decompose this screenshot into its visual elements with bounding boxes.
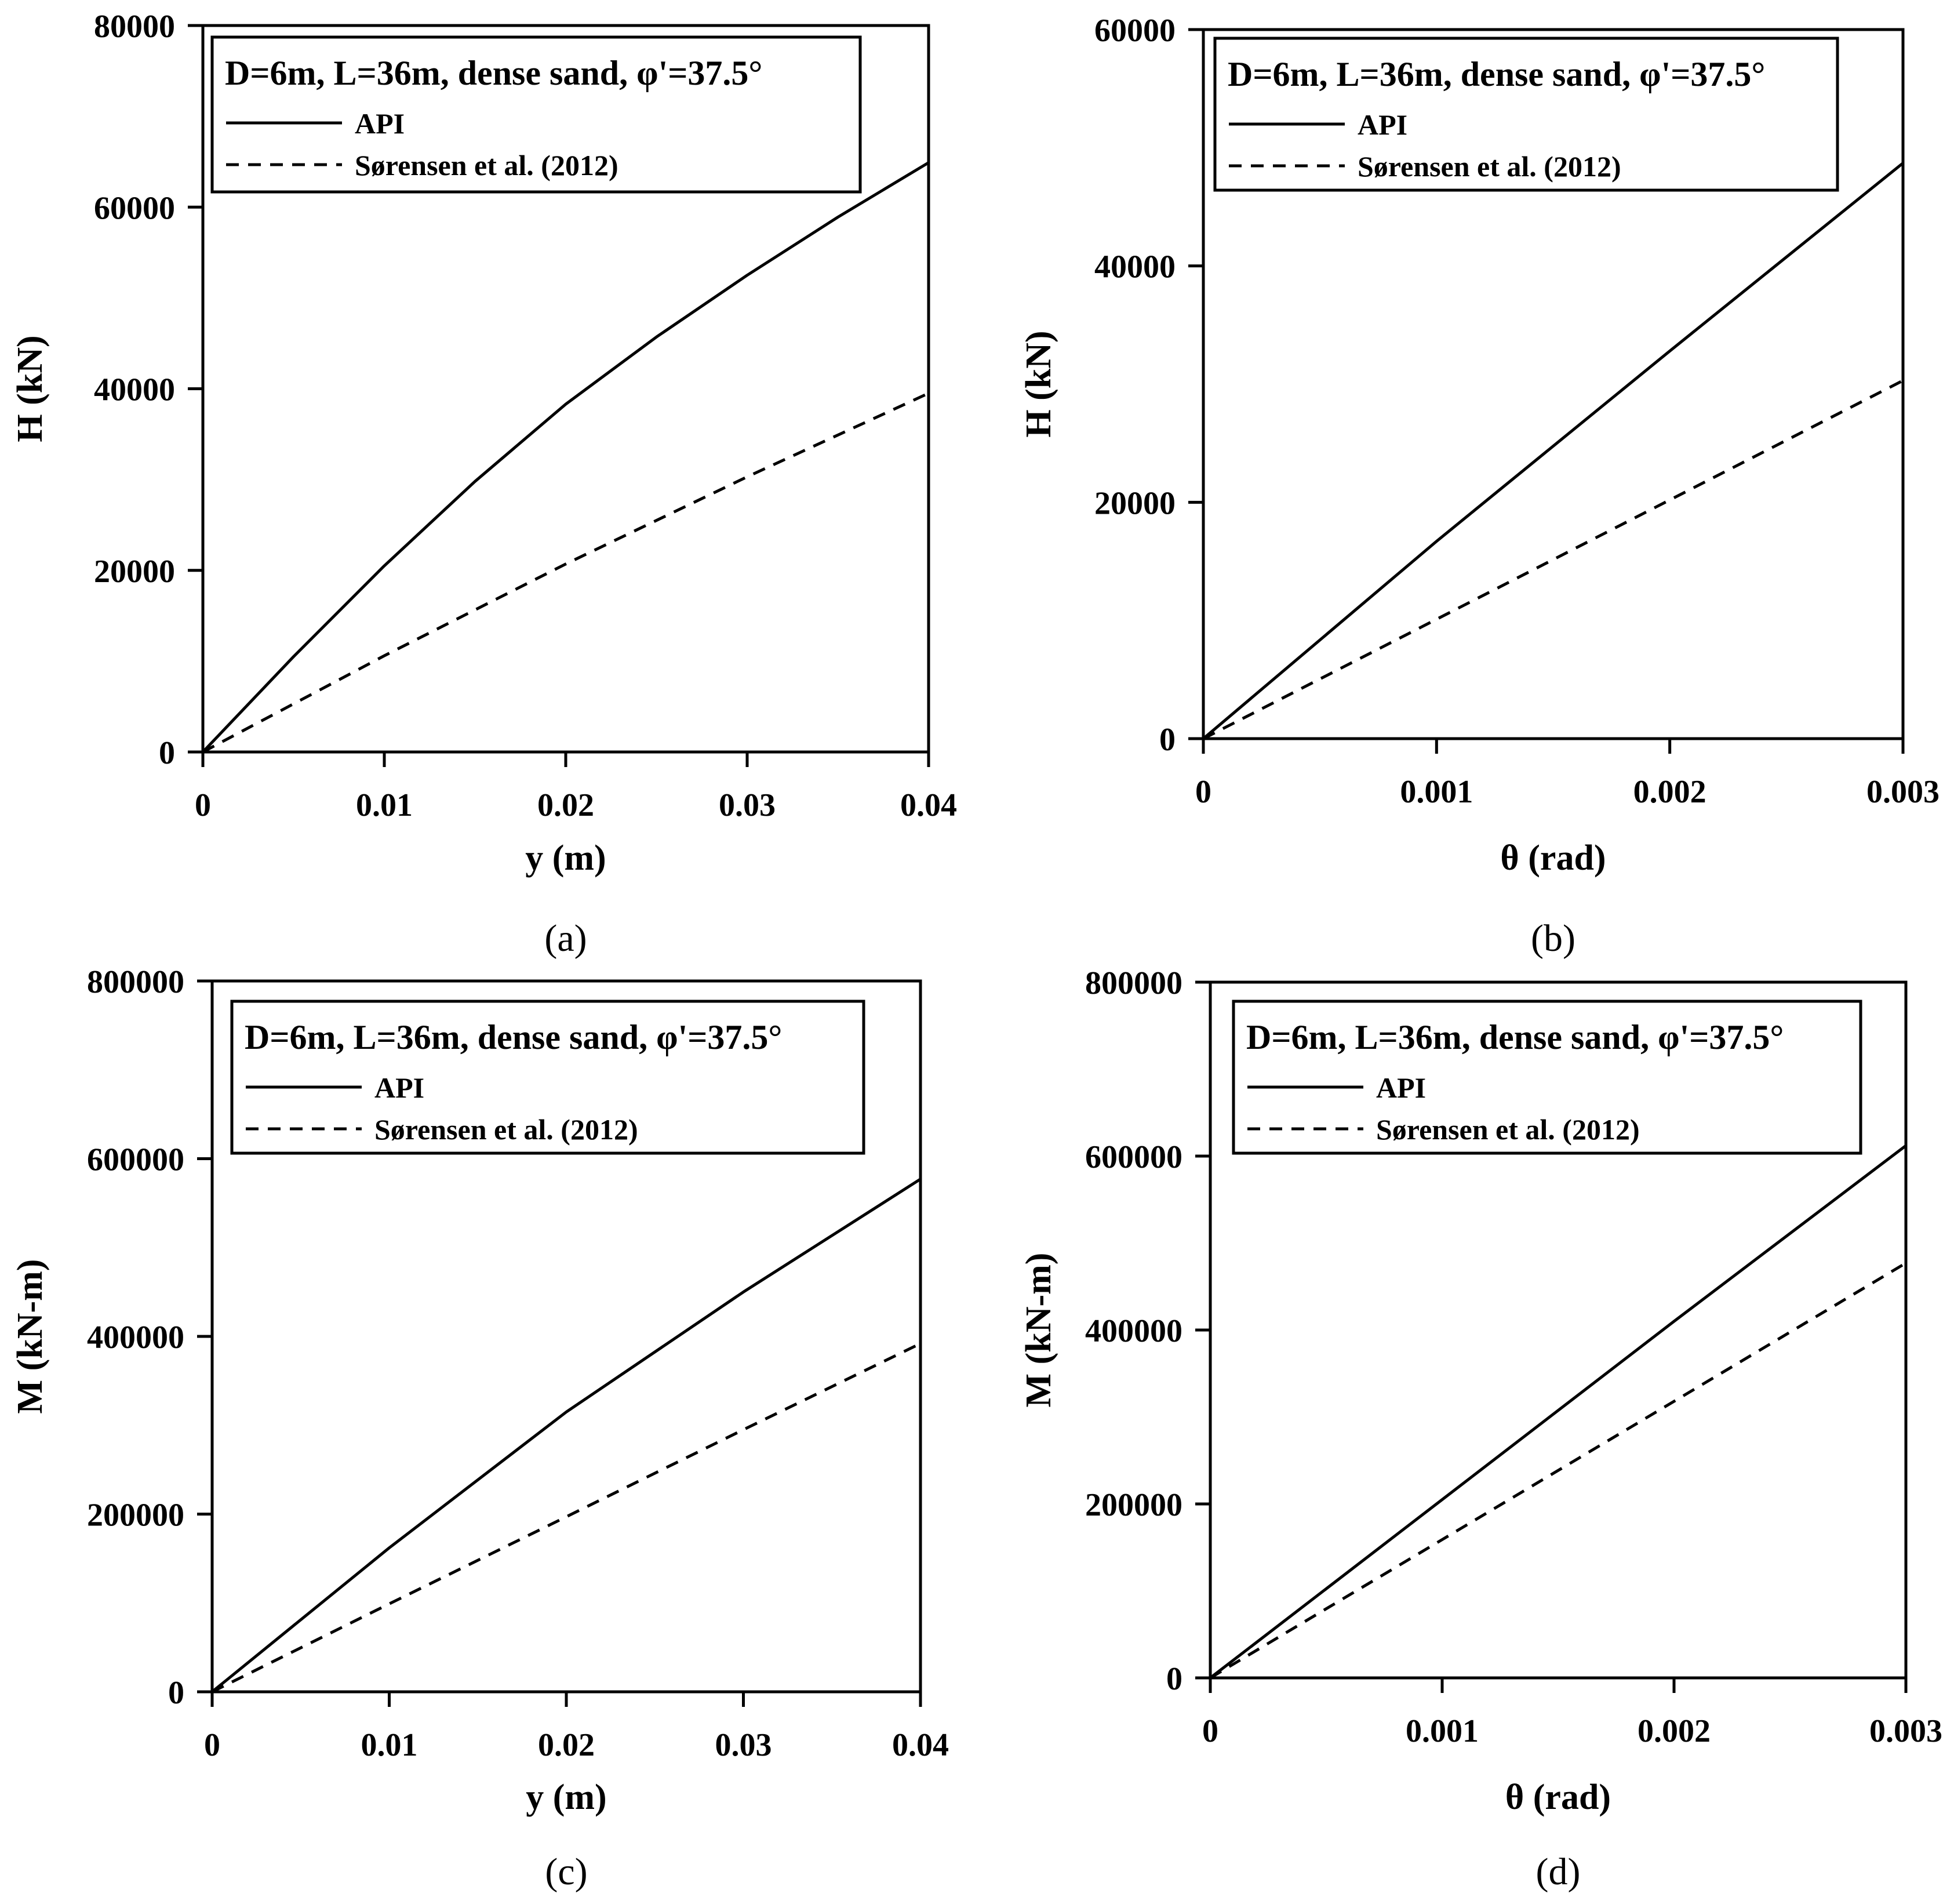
- x-tick-label: 0.001: [1400, 774, 1473, 810]
- y-tick-label: 0: [1159, 722, 1176, 758]
- panel-label: (a): [544, 917, 587, 960]
- y-axis-label: M (kN-m): [1019, 1253, 1058, 1408]
- x-tick-label: 0.03: [715, 1727, 772, 1763]
- legend-entry: Sørensen et al. (2012): [1358, 150, 1621, 183]
- legend-entry: API: [1376, 1071, 1426, 1104]
- series-line-sorensen: [202, 392, 930, 754]
- x-tick-label: 0.003: [1866, 774, 1940, 810]
- y-tick-label: 400000: [87, 1320, 184, 1356]
- x-tick-label: 0.03: [719, 787, 776, 823]
- chart-panel-b: 0 0.001 0.002 0.003 0 20000 40000 60000 θ (rad) H…: [1019, 13, 1940, 960]
- y-tick-label: 0: [159, 735, 175, 771]
- x-tick-label: 0.003: [1869, 1713, 1942, 1749]
- series-line-sorensen: [1202, 379, 1904, 740]
- legend-box: [230, 1000, 865, 1155]
- x-tick-label: 0.02: [538, 1727, 595, 1763]
- legend-entry: Sørensen et al. (2012): [374, 1113, 638, 1146]
- x-tick-label: 0.001: [1406, 1713, 1479, 1749]
- legend: D=6m, L=36m, dense sand, φ'=37.5° API Søre…: [210, 35, 862, 194]
- y-tick-label: 0: [1166, 1661, 1182, 1697]
- y-tick-label: 60000: [94, 190, 175, 226]
- x-tick-label: 0: [1195, 774, 1211, 810]
- x-tick-label: 0.02: [537, 787, 594, 823]
- chart-panel-a: 0 0.01 0.02 0.03 0.04 0 20000 40000 60000 80000 y …: [10, 9, 957, 960]
- legend-entry: Sørensen et al. (2012): [1376, 1113, 1640, 1146]
- y-tick-label: 20000: [1094, 485, 1176, 521]
- legend-entry: API: [355, 107, 405, 140]
- series-line-sorensen: [211, 1342, 922, 1694]
- chart-panel-d: 0 0.001 0.002 0.003 0 200000 400000 600000 80000…: [1019, 965, 1942, 1893]
- y-tick-label: 20000: [94, 554, 175, 590]
- y-tick-label: 60000: [1094, 13, 1176, 49]
- panel-label: (c): [545, 1851, 587, 1893]
- legend-entry: API: [374, 1071, 424, 1104]
- legend-title: D=6m, L=36m, dense sand, φ'=37.5°: [1246, 1018, 1784, 1056]
- x-axis-label: y (m): [525, 838, 606, 878]
- y-tick-label: 200000: [1085, 1487, 1182, 1523]
- x-tick-label: 0.01: [361, 1727, 418, 1763]
- legend-title: D=6m, L=36m, dense sand, φ'=37.5°: [1228, 55, 1765, 93]
- legend: D=6m, L=36m, dense sand, φ'=37.5° API Søre…: [1232, 1000, 1862, 1155]
- series-line-api: [1202, 162, 1904, 740]
- y-tick-label: 40000: [1094, 249, 1176, 285]
- y-tick-label: 400000: [1085, 1313, 1182, 1349]
- x-tick-label: 0.002: [1638, 1713, 1711, 1749]
- series-line-api: [1209, 1144, 1907, 1679]
- y-axis-label: H (kN): [10, 335, 50, 442]
- y-tick-label: 600000: [87, 1142, 184, 1178]
- x-tick-label: 0.04: [892, 1727, 949, 1763]
- legend-entry: API: [1358, 108, 1407, 141]
- legend-title: D=6m, L=36m, dense sand, φ'=37.5°: [225, 54, 762, 92]
- x-tick-label: 0: [195, 787, 211, 823]
- x-tick-label: 0: [204, 1727, 220, 1763]
- x-tick-label: 0.01: [356, 787, 413, 823]
- series-line-sorensen: [1209, 1262, 1907, 1680]
- legend: D=6m, L=36m, dense sand, φ'=37.5° API Søre…: [230, 1000, 865, 1155]
- y-axis-label: H (kN): [1019, 330, 1058, 437]
- x-tick-label: 0.002: [1633, 774, 1706, 810]
- series-line-api: [211, 1178, 922, 1693]
- series-line-api: [202, 161, 930, 753]
- x-tick-label: 0: [1202, 1713, 1218, 1749]
- plot-frame: [1202, 28, 1905, 740]
- x-axis-label: y (m): [526, 1778, 606, 1817]
- y-axis-label: M (kN-m): [10, 1259, 50, 1414]
- chart-panel-c: 0 0.01 0.02 0.03 0.04 0 200000 400000 600000 8000…: [10, 964, 949, 1893]
- panel-label: (d): [1536, 1851, 1581, 1893]
- y-tick-label: 600000: [1085, 1139, 1182, 1175]
- y-tick-label: 200000: [87, 1498, 184, 1534]
- legend: D=6m, L=36m, dense sand, φ'=37.5° API Søre…: [1213, 37, 1839, 192]
- y-tick-label: 800000: [87, 964, 184, 1000]
- x-axis-label: θ (rad): [1500, 838, 1606, 878]
- y-tick-label: 0: [168, 1675, 184, 1711]
- panel-label: (b): [1531, 917, 1575, 960]
- x-axis-label: θ (rad): [1505, 1778, 1611, 1817]
- legend-entry: Sørensen et al. (2012): [355, 149, 618, 181]
- legend-title: D=6m, L=36m, dense sand, φ'=37.5°: [245, 1018, 782, 1056]
- y-tick-label: 40000: [94, 372, 175, 408]
- y-tick-label: 800000: [1085, 965, 1182, 1001]
- y-tick-label: 80000: [94, 9, 175, 45]
- x-tick-label: 0.04: [900, 787, 957, 823]
